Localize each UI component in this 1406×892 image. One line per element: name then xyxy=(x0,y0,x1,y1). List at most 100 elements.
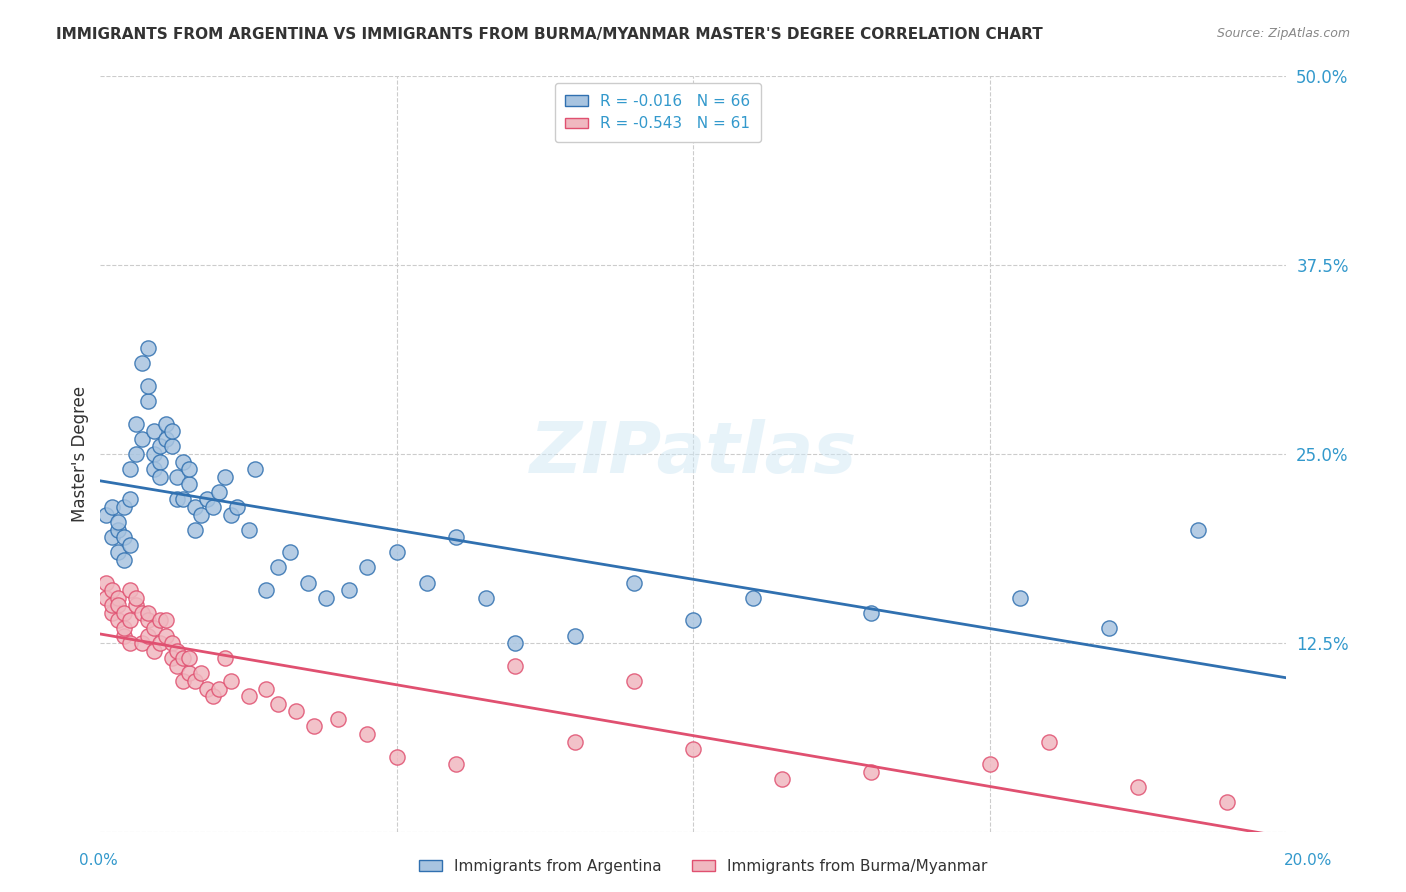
Point xyxy=(202,689,225,703)
Point xyxy=(623,575,645,590)
Point xyxy=(195,681,218,696)
Point xyxy=(149,614,172,628)
Text: 0.0%: 0.0% xyxy=(79,854,118,868)
Point xyxy=(136,606,159,620)
Point xyxy=(267,560,290,574)
Point xyxy=(155,614,177,628)
Point xyxy=(225,500,247,514)
Point xyxy=(112,621,135,635)
Point xyxy=(172,492,194,507)
Point xyxy=(184,673,207,688)
Point xyxy=(96,575,118,590)
Point xyxy=(297,575,319,590)
Legend: Immigrants from Argentina, Immigrants from Burma/Myanmar: Immigrants from Argentina, Immigrants fr… xyxy=(412,853,994,880)
Point xyxy=(160,636,183,650)
Point xyxy=(118,583,141,598)
Point xyxy=(179,666,201,681)
Point xyxy=(142,447,165,461)
Point xyxy=(118,462,141,476)
Point xyxy=(131,606,153,620)
Point xyxy=(112,530,135,544)
Point xyxy=(356,560,378,574)
Point xyxy=(1008,591,1031,605)
Point xyxy=(179,462,201,476)
Point xyxy=(155,629,177,643)
Point xyxy=(860,764,883,779)
Point xyxy=(208,484,231,499)
Point xyxy=(254,583,277,598)
Point xyxy=(136,614,159,628)
Point xyxy=(166,644,188,658)
Point xyxy=(160,651,183,665)
Point xyxy=(1097,621,1119,635)
Point xyxy=(112,606,135,620)
Point xyxy=(267,697,290,711)
Point xyxy=(160,439,183,453)
Point xyxy=(160,424,183,438)
Point xyxy=(202,500,225,514)
Point xyxy=(682,614,704,628)
Point xyxy=(302,719,325,733)
Point xyxy=(149,439,172,453)
Point xyxy=(107,545,129,559)
Point xyxy=(118,492,141,507)
Point xyxy=(190,508,212,522)
Point xyxy=(475,591,498,605)
Point xyxy=(208,681,231,696)
Point xyxy=(214,469,236,483)
Point xyxy=(238,689,260,703)
Legend: R = -0.016   N = 66, R = -0.543   N = 61: R = -0.016 N = 66, R = -0.543 N = 61 xyxy=(554,83,761,142)
Point xyxy=(979,757,1001,772)
Text: Source: ZipAtlas.com: Source: ZipAtlas.com xyxy=(1216,27,1350,40)
Point xyxy=(238,523,260,537)
Y-axis label: Master's Degree: Master's Degree xyxy=(72,386,89,522)
Point xyxy=(190,666,212,681)
Point xyxy=(155,417,177,431)
Point xyxy=(136,394,159,409)
Point xyxy=(107,523,129,537)
Point xyxy=(107,591,129,605)
Point xyxy=(142,462,165,476)
Point xyxy=(1128,780,1150,794)
Point xyxy=(415,575,437,590)
Point xyxy=(136,379,159,393)
Point xyxy=(444,530,467,544)
Point xyxy=(96,508,118,522)
Point xyxy=(131,636,153,650)
Point xyxy=(172,673,194,688)
Point xyxy=(179,477,201,491)
Point xyxy=(243,462,266,476)
Point xyxy=(101,530,124,544)
Point xyxy=(136,629,159,643)
Point xyxy=(142,424,165,438)
Point xyxy=(107,599,129,613)
Point xyxy=(356,727,378,741)
Point xyxy=(770,772,793,787)
Point xyxy=(741,591,763,605)
Point xyxy=(107,515,129,529)
Point xyxy=(125,417,148,431)
Point xyxy=(131,432,153,446)
Point xyxy=(118,538,141,552)
Point xyxy=(444,757,467,772)
Point xyxy=(149,454,172,468)
Point xyxy=(219,508,242,522)
Point xyxy=(564,734,586,748)
Point xyxy=(131,356,153,370)
Point xyxy=(339,583,361,598)
Point xyxy=(101,500,124,514)
Point xyxy=(101,606,124,620)
Point xyxy=(101,583,124,598)
Point xyxy=(112,553,135,567)
Point xyxy=(184,523,207,537)
Point xyxy=(254,681,277,696)
Point xyxy=(166,659,188,673)
Point xyxy=(149,636,172,650)
Point xyxy=(184,500,207,514)
Point xyxy=(166,492,188,507)
Point xyxy=(112,629,135,643)
Point xyxy=(623,673,645,688)
Point xyxy=(125,599,148,613)
Point xyxy=(1216,795,1239,809)
Point xyxy=(505,659,527,673)
